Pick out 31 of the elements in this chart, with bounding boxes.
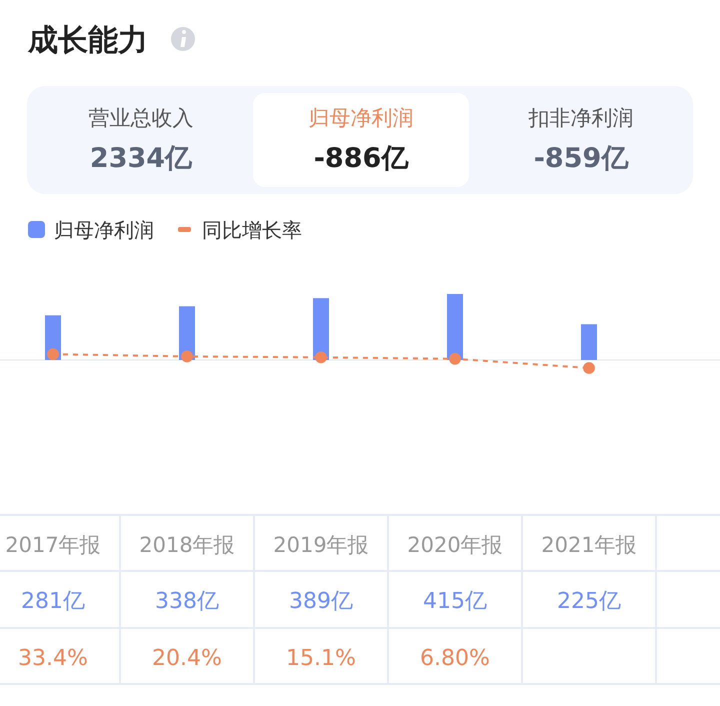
data-label: 6.80%: [420, 646, 490, 671]
x-tick-label: 2019年报: [273, 533, 369, 557]
text: 2334亿: [90, 143, 194, 174]
point: [181, 350, 193, 362]
point: [47, 348, 59, 360]
legend-label: 同比增长率: [202, 218, 302, 242]
x-tick-label: 2017年报: [5, 533, 101, 557]
text: 归母净利润: [308, 106, 414, 130]
legend-label: 归母净利润: [54, 218, 154, 242]
text: 营业总收入: [88, 106, 194, 130]
text: -886亿: [314, 143, 410, 174]
point: [315, 351, 327, 364]
data-label: 225亿: [557, 589, 621, 614]
x-tick-label: 2020年报: [407, 533, 503, 557]
bar: [581, 324, 597, 360]
data-label: 20.4%: [152, 646, 222, 671]
point: [583, 362, 595, 374]
bar: [313, 298, 329, 360]
data-label: 338亿: [155, 589, 219, 614]
data-label: 415亿: [423, 589, 487, 614]
data-label: 281亿: [21, 589, 85, 614]
x-tick-label: 2021年报: [541, 533, 637, 557]
data-label: 15.1%: [286, 646, 356, 671]
point: [449, 352, 461, 365]
text: -859亿: [534, 143, 630, 174]
chart-title: 成长能力: [27, 23, 148, 58]
x-tick-label: 2018年报: [139, 533, 235, 557]
text: 扣非净利润: [528, 106, 634, 130]
data-label: 389亿: [289, 589, 353, 614]
data-label: 33.4%: [18, 646, 88, 671]
bar: [447, 294, 463, 360]
